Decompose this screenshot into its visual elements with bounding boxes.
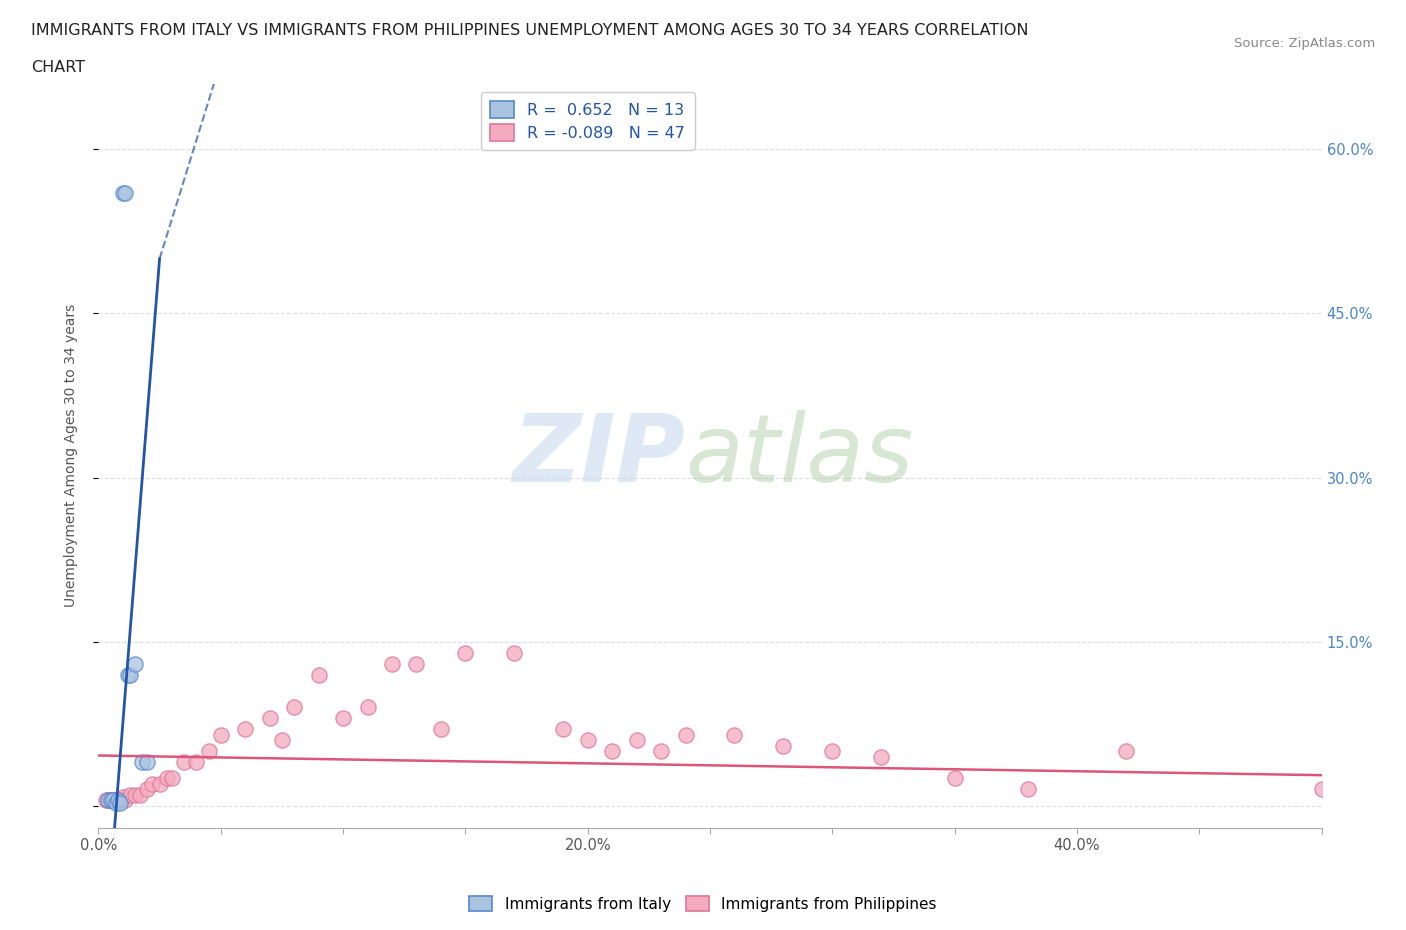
Point xyxy=(104,795,127,810)
Point xyxy=(117,667,139,682)
Point xyxy=(107,793,129,808)
Point xyxy=(160,771,183,786)
Point xyxy=(600,744,623,759)
Point xyxy=(381,657,404,671)
Point xyxy=(1115,744,1137,759)
Point xyxy=(308,667,330,682)
Point xyxy=(136,754,159,769)
Point xyxy=(136,782,159,797)
Point xyxy=(120,788,142,803)
Point xyxy=(104,793,127,808)
Point xyxy=(430,722,453,737)
Point xyxy=(870,750,893,764)
Point xyxy=(101,793,124,808)
Point xyxy=(114,186,136,201)
Text: Source: ZipAtlas.com: Source: ZipAtlas.com xyxy=(1234,37,1375,50)
Point xyxy=(283,700,305,715)
Point xyxy=(97,793,120,808)
Point xyxy=(131,754,153,769)
Y-axis label: Unemployment Among Ages 30 to 34 years: Unemployment Among Ages 30 to 34 years xyxy=(63,304,77,607)
Point xyxy=(156,771,179,786)
Legend: Immigrants from Italy, Immigrants from Philippines: Immigrants from Italy, Immigrants from P… xyxy=(464,889,942,918)
Point xyxy=(197,744,219,759)
Point xyxy=(141,777,163,791)
Text: IMMIGRANTS FROM ITALY VS IMMIGRANTS FROM PHILIPPINES UNEMPLOYMENT AMONG AGES 30 : IMMIGRANTS FROM ITALY VS IMMIGRANTS FROM… xyxy=(31,23,1028,38)
Point xyxy=(503,645,526,660)
Point xyxy=(100,793,122,808)
Point xyxy=(405,657,427,671)
Point xyxy=(111,790,134,804)
Point xyxy=(332,711,354,725)
Text: atlas: atlas xyxy=(686,410,914,501)
Point xyxy=(270,733,294,748)
Point xyxy=(124,788,146,803)
Point xyxy=(576,733,599,748)
Point xyxy=(94,793,117,808)
Point xyxy=(553,722,575,737)
Point xyxy=(111,186,134,201)
Point xyxy=(100,793,122,808)
Point xyxy=(97,793,120,808)
Point xyxy=(1310,782,1333,797)
Point xyxy=(723,727,745,742)
Point xyxy=(120,667,142,682)
Point xyxy=(1017,782,1039,797)
Text: CHART: CHART xyxy=(31,60,84,75)
Point xyxy=(107,793,129,808)
Point xyxy=(149,777,172,791)
Point xyxy=(772,738,794,753)
Point xyxy=(259,711,281,725)
Point xyxy=(101,793,124,808)
Point xyxy=(626,733,648,748)
Point xyxy=(110,793,132,808)
Point xyxy=(675,727,697,742)
Point xyxy=(821,744,844,759)
Point xyxy=(650,744,672,759)
Point xyxy=(173,754,195,769)
Point xyxy=(124,657,146,671)
Point xyxy=(129,788,152,803)
Point xyxy=(233,722,256,737)
Point xyxy=(209,727,232,742)
Point xyxy=(186,754,208,769)
Text: ZIP: ZIP xyxy=(513,410,686,501)
Point xyxy=(110,795,132,810)
Point xyxy=(454,645,477,660)
Legend: R =  0.652   N = 13, R = -0.089   N = 47: R = 0.652 N = 13, R = -0.089 N = 47 xyxy=(481,92,695,151)
Point xyxy=(114,793,136,808)
Point xyxy=(356,700,378,715)
Point xyxy=(943,771,966,786)
